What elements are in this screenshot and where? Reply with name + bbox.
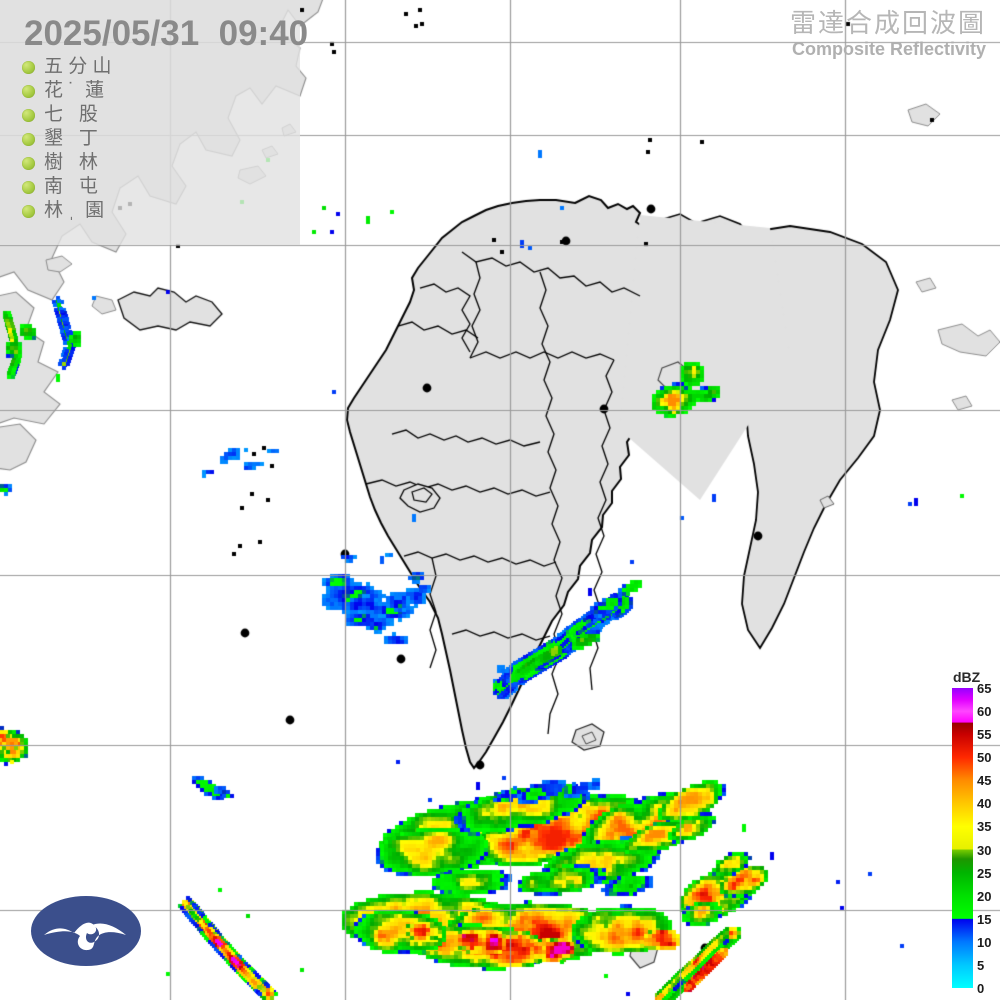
station-name-label: 樹 林: [44, 152, 98, 173]
station-row[interactable]: 七 股: [22, 103, 112, 127]
title-block: 雷達合成回波圖 Composite Reflectivity: [790, 8, 986, 60]
colorbar-tick-label: 55: [977, 727, 992, 743]
colorbar-unit-label: dBZ: [953, 669, 981, 685]
station-name-label: 南 屯: [44, 176, 98, 197]
logo-swirl: [44, 922, 126, 951]
cwa-logo: [30, 895, 142, 972]
station-status-dot-icon: [22, 204, 35, 218]
station-name-label: 墾 丁: [44, 128, 98, 149]
station-name-label: 林 ˌ 園: [44, 200, 105, 221]
colorbar-tick-label: 25: [977, 865, 992, 881]
station-status-dot-icon: [22, 108, 35, 122]
colorbar-tick-label: 50: [977, 750, 992, 766]
station-name-label: 花 ˙ 蓮: [44, 80, 105, 101]
title-english: Composite Reflectivity: [791, 39, 986, 59]
station-row[interactable]: 林 ˌ 園: [22, 199, 112, 223]
station-row[interactable]: 花 ˙ 蓮: [22, 79, 112, 103]
dbz-colorbar: dBZ 65 60 55 50 45 40 35 30 25 20 15 10 5 0: [948, 669, 1000, 995]
station-row[interactable]: 樹 林: [22, 151, 112, 175]
station-row[interactable]: 五 分 山: [22, 55, 112, 79]
station-status-dot-icon: [22, 132, 35, 146]
timestamp-label: 2025/05/31 09:40: [24, 14, 309, 53]
station-status-dot-icon: [22, 84, 35, 98]
radar-station-list: 五 分 山花 ˙ 蓮七 股墾 丁樹 林南 屯林 ˌ 園: [22, 55, 112, 223]
title-chinese: 雷達合成回波圖: [789, 8, 986, 38]
colorbar-tick-label: 35: [977, 819, 992, 835]
colorbar-tick-label: 5: [977, 957, 985, 973]
station-name-label: 五 分 山: [44, 56, 112, 77]
colorbar-tick-label: 65: [977, 681, 992, 696]
station-status-dot-icon: [22, 180, 35, 194]
station-row[interactable]: 南 屯: [22, 175, 112, 199]
station-name-label: 七 股: [44, 104, 98, 125]
colorbar-tick-label: 40: [977, 796, 992, 812]
station-status-dot-icon: [22, 156, 35, 170]
colorbar-tick-label: 0: [977, 981, 985, 996]
station-status-dot-icon: [22, 60, 35, 74]
colorbar-body: 65 60 55 50 45 40 35 30 25 20 15 10 5 0: [948, 682, 1000, 995]
colorbar-tick-label: 45: [977, 773, 992, 789]
info-overlay-panel: [0, 0, 300, 245]
station-row[interactable]: 墾 丁: [22, 127, 112, 151]
colorbar-tick-label: 20: [977, 888, 992, 904]
colorbar-tick-label: 15: [977, 911, 992, 927]
colorbar-gradient: [952, 688, 973, 988]
colorbar-tick-label: 30: [977, 842, 992, 858]
colorbar-tick-label: 60: [977, 704, 992, 720]
cwa-logo-svg: [31, 896, 141, 966]
colorbar-tick-label: 10: [977, 934, 992, 950]
